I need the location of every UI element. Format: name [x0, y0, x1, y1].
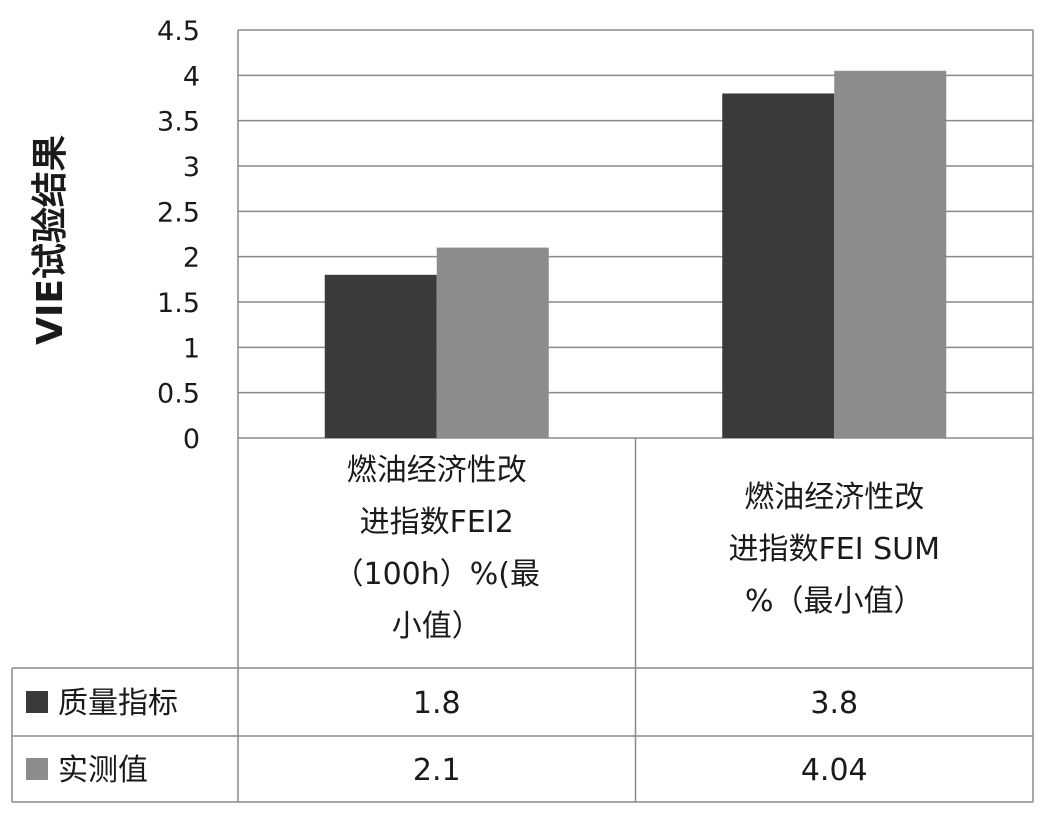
bar-measured-value — [834, 70, 947, 439]
category-label: 进指数FEI SUM — [729, 532, 940, 567]
y-tick-label: 3.5 — [157, 107, 200, 138]
legend-label: 实测值 — [58, 753, 148, 788]
bar-measured-value — [436, 247, 549, 438]
category-label: 小值） — [392, 609, 482, 644]
category-label: 进指数FEI2 — [360, 505, 514, 540]
y-tick-label: 1.5 — [157, 288, 200, 319]
legend-swatch — [26, 691, 48, 713]
legend-label: 质量指标 — [58, 686, 178, 721]
table-value: 3.8 — [810, 686, 858, 721]
y-tick-label: 2 — [183, 243, 200, 274]
y-axis-label: VIE试验结果 — [30, 135, 71, 345]
y-tick-label: 4.5 — [157, 16, 200, 47]
y-tick-label: 0.5 — [157, 379, 200, 410]
y-axis: 0 0.5 1 1.5 2 2.5 3 3.5 4 4.5 — [157, 16, 200, 455]
table-value: 1.8 — [413, 686, 461, 721]
y-tick-label: 4 — [183, 61, 200, 92]
bars — [324, 70, 947, 439]
y-tick-label: 3 — [183, 152, 200, 183]
table-value: 4.04 — [801, 753, 868, 788]
category-label: （100h）%(最 — [334, 557, 540, 592]
category-label: %（最小值） — [745, 584, 924, 619]
legend-swatch — [26, 758, 48, 780]
category-label: 燃油经济性改 — [744, 480, 924, 515]
bar-quality-index — [324, 274, 437, 438]
category-label: 燃油经济性改 — [347, 453, 527, 488]
bar-quality-index — [722, 93, 835, 438]
y-tick-label: 0 — [183, 424, 200, 455]
y-tick-label: 1 — [183, 333, 200, 364]
y-tick-label: 2.5 — [157, 197, 200, 228]
table-value: 2.1 — [413, 753, 461, 788]
